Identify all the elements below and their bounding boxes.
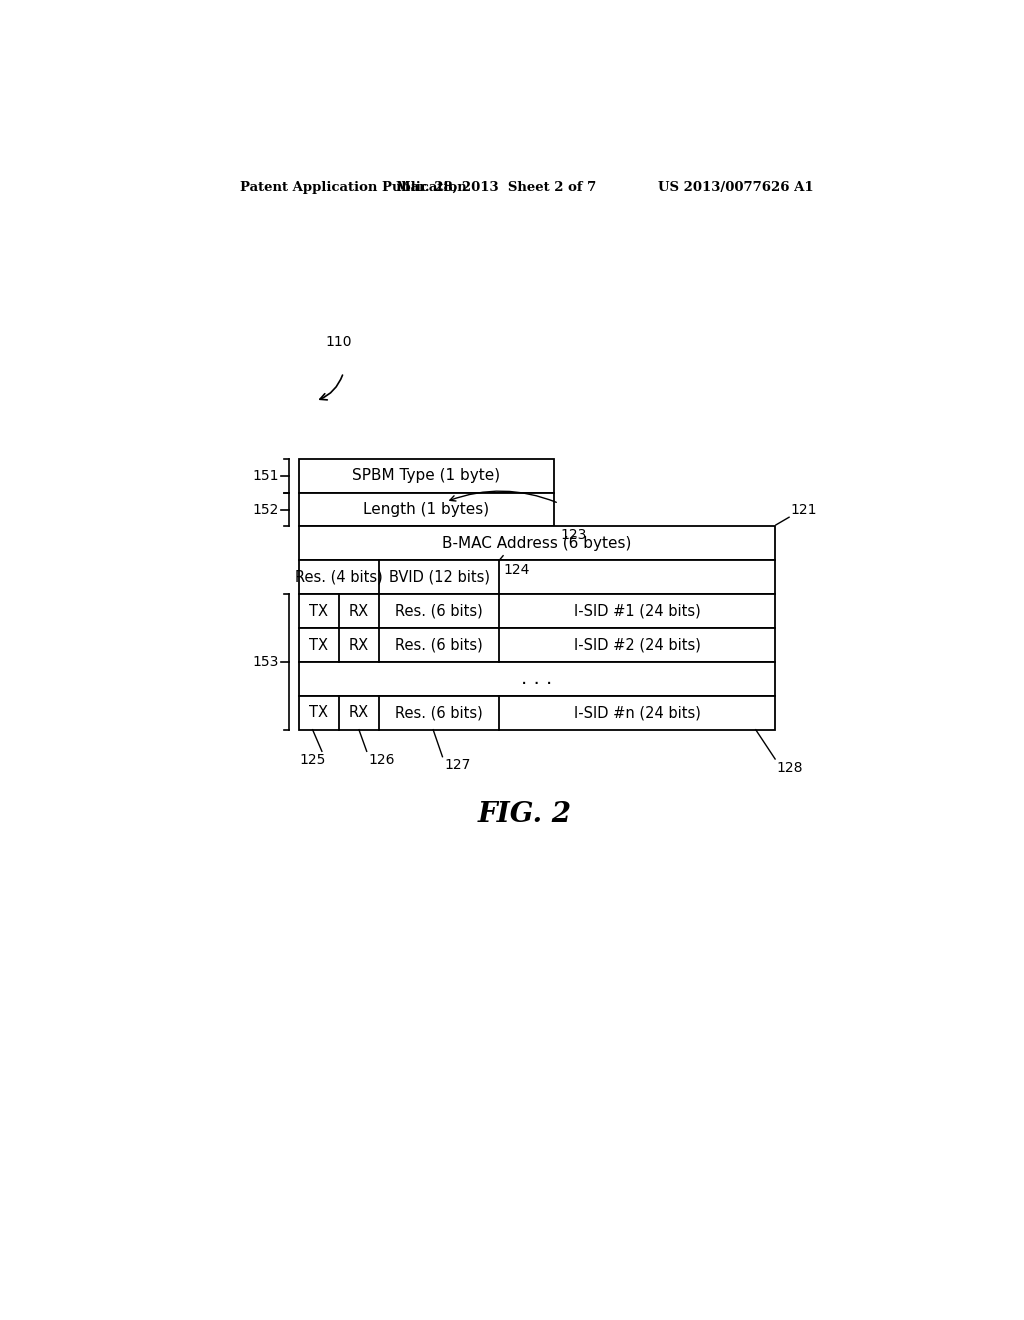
Text: Patent Application Publication: Patent Application Publication [241,181,467,194]
Text: Res. (6 bits): Res. (6 bits) [395,603,483,619]
Text: Res. (4 bits): Res. (4 bits) [295,570,383,585]
Text: 121: 121 [791,503,817,517]
Bar [299,459,554,492]
Text: . . .: . . . [521,669,552,689]
Text: Res. (6 bits): Res. (6 bits) [395,705,483,721]
Text: I-SID #n (24 bits): I-SID #n (24 bits) [573,705,700,721]
Text: TX: TX [309,705,328,721]
Text: 124: 124 [503,564,529,577]
Text: 128: 128 [776,760,803,775]
Bar [299,663,775,696]
Text: Mar. 28, 2013  Sheet 2 of 7: Mar. 28, 2013 Sheet 2 of 7 [396,181,596,194]
Text: 123: 123 [560,528,587,543]
Text: I-SID #2 (24 bits): I-SID #2 (24 bits) [573,638,700,652]
Text: FIG. 2: FIG. 2 [478,801,571,828]
Bar [299,594,775,628]
Text: Length (1 bytes): Length (1 bytes) [364,502,489,517]
Text: 126: 126 [369,752,394,767]
Bar [299,527,775,560]
Bar [299,628,775,663]
Bar [299,696,775,730]
Bar [299,560,775,594]
Bar [299,492,554,527]
Text: RX: RX [349,705,369,721]
Text: 127: 127 [444,758,470,772]
Text: BVID (12 bits): BVID (12 bits) [389,570,489,585]
Text: 151: 151 [253,469,280,483]
Text: SPBM Type (1 byte): SPBM Type (1 byte) [352,469,501,483]
FancyArrowPatch shape [450,491,556,503]
Text: Res. (6 bits): Res. (6 bits) [395,638,483,652]
Text: 152: 152 [253,503,280,516]
Text: 153: 153 [253,655,280,669]
Text: I-SID #1 (24 bits): I-SID #1 (24 bits) [573,603,700,619]
Text: TX: TX [309,603,328,619]
Text: RX: RX [349,603,369,619]
Text: B-MAC Address (6 bytes): B-MAC Address (6 bytes) [442,536,632,550]
Text: US 2013/0077626 A1: US 2013/0077626 A1 [658,181,814,194]
Text: 110: 110 [326,334,352,348]
FancyArrowPatch shape [319,375,343,400]
Text: 125: 125 [299,752,326,767]
Text: TX: TX [309,638,328,652]
Text: RX: RX [349,638,369,652]
